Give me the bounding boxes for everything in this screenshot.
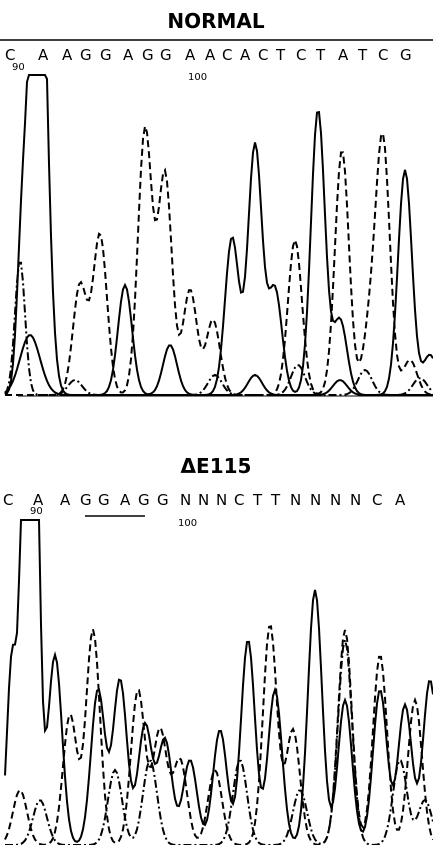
base-call: A — [123, 46, 134, 64]
base-call: G — [138, 491, 150, 509]
base-call: A — [38, 46, 49, 64]
base-call: A — [120, 491, 131, 509]
position-label: 100 — [188, 72, 207, 83]
base-call: G — [80, 46, 92, 64]
base-call: A — [185, 46, 196, 64]
base-call: C — [234, 491, 244, 509]
trace — [5, 263, 433, 395]
base-call: N — [216, 491, 227, 509]
base-call: T — [252, 491, 263, 509]
base-call: N — [330, 491, 341, 509]
base-call: A — [205, 46, 216, 64]
page: {"panels": [ {"title": "NORMAL", "sequen… — [0, 0, 433, 845]
base-call: N — [198, 491, 209, 509]
position-label: 100 — [178, 518, 197, 529]
base-call: C — [296, 46, 306, 64]
base-call: T — [275, 46, 286, 64]
panel-title: ΔE115 — [181, 454, 252, 478]
base-call: G — [157, 491, 169, 509]
position-label: 90 — [12, 62, 25, 73]
base-call: C — [222, 46, 232, 64]
base-call: T — [357, 46, 368, 64]
trace — [5, 126, 433, 395]
base-call: A — [240, 46, 251, 64]
base-call: A — [338, 46, 349, 64]
base-call: A — [62, 46, 73, 64]
base-call: C — [372, 491, 382, 509]
position-label: 90 — [30, 506, 43, 517]
trace — [5, 520, 433, 842]
base-call: G — [160, 46, 172, 64]
base-call: T — [270, 491, 281, 509]
base-call: G — [400, 46, 412, 64]
base-call: G — [80, 491, 92, 509]
base-call: T — [315, 46, 326, 64]
base-call: C — [378, 46, 388, 64]
base-call: N — [180, 491, 191, 509]
base-call: G — [100, 46, 112, 64]
base-call: N — [350, 491, 361, 509]
base-call: G — [98, 491, 110, 509]
panel-title: NORMAL — [167, 9, 265, 33]
base-call: A — [395, 491, 406, 509]
base-call: N — [290, 491, 301, 509]
base-call: C — [3, 491, 13, 509]
base-call: A — [60, 491, 71, 509]
base-call: G — [142, 46, 154, 64]
base-call: N — [310, 491, 321, 509]
chromatogram-figure: NORMAL ΔE115 CAAGGAGGAACACTCTATCG90100CA… — [0, 0, 433, 845]
base-call: C — [258, 46, 268, 64]
